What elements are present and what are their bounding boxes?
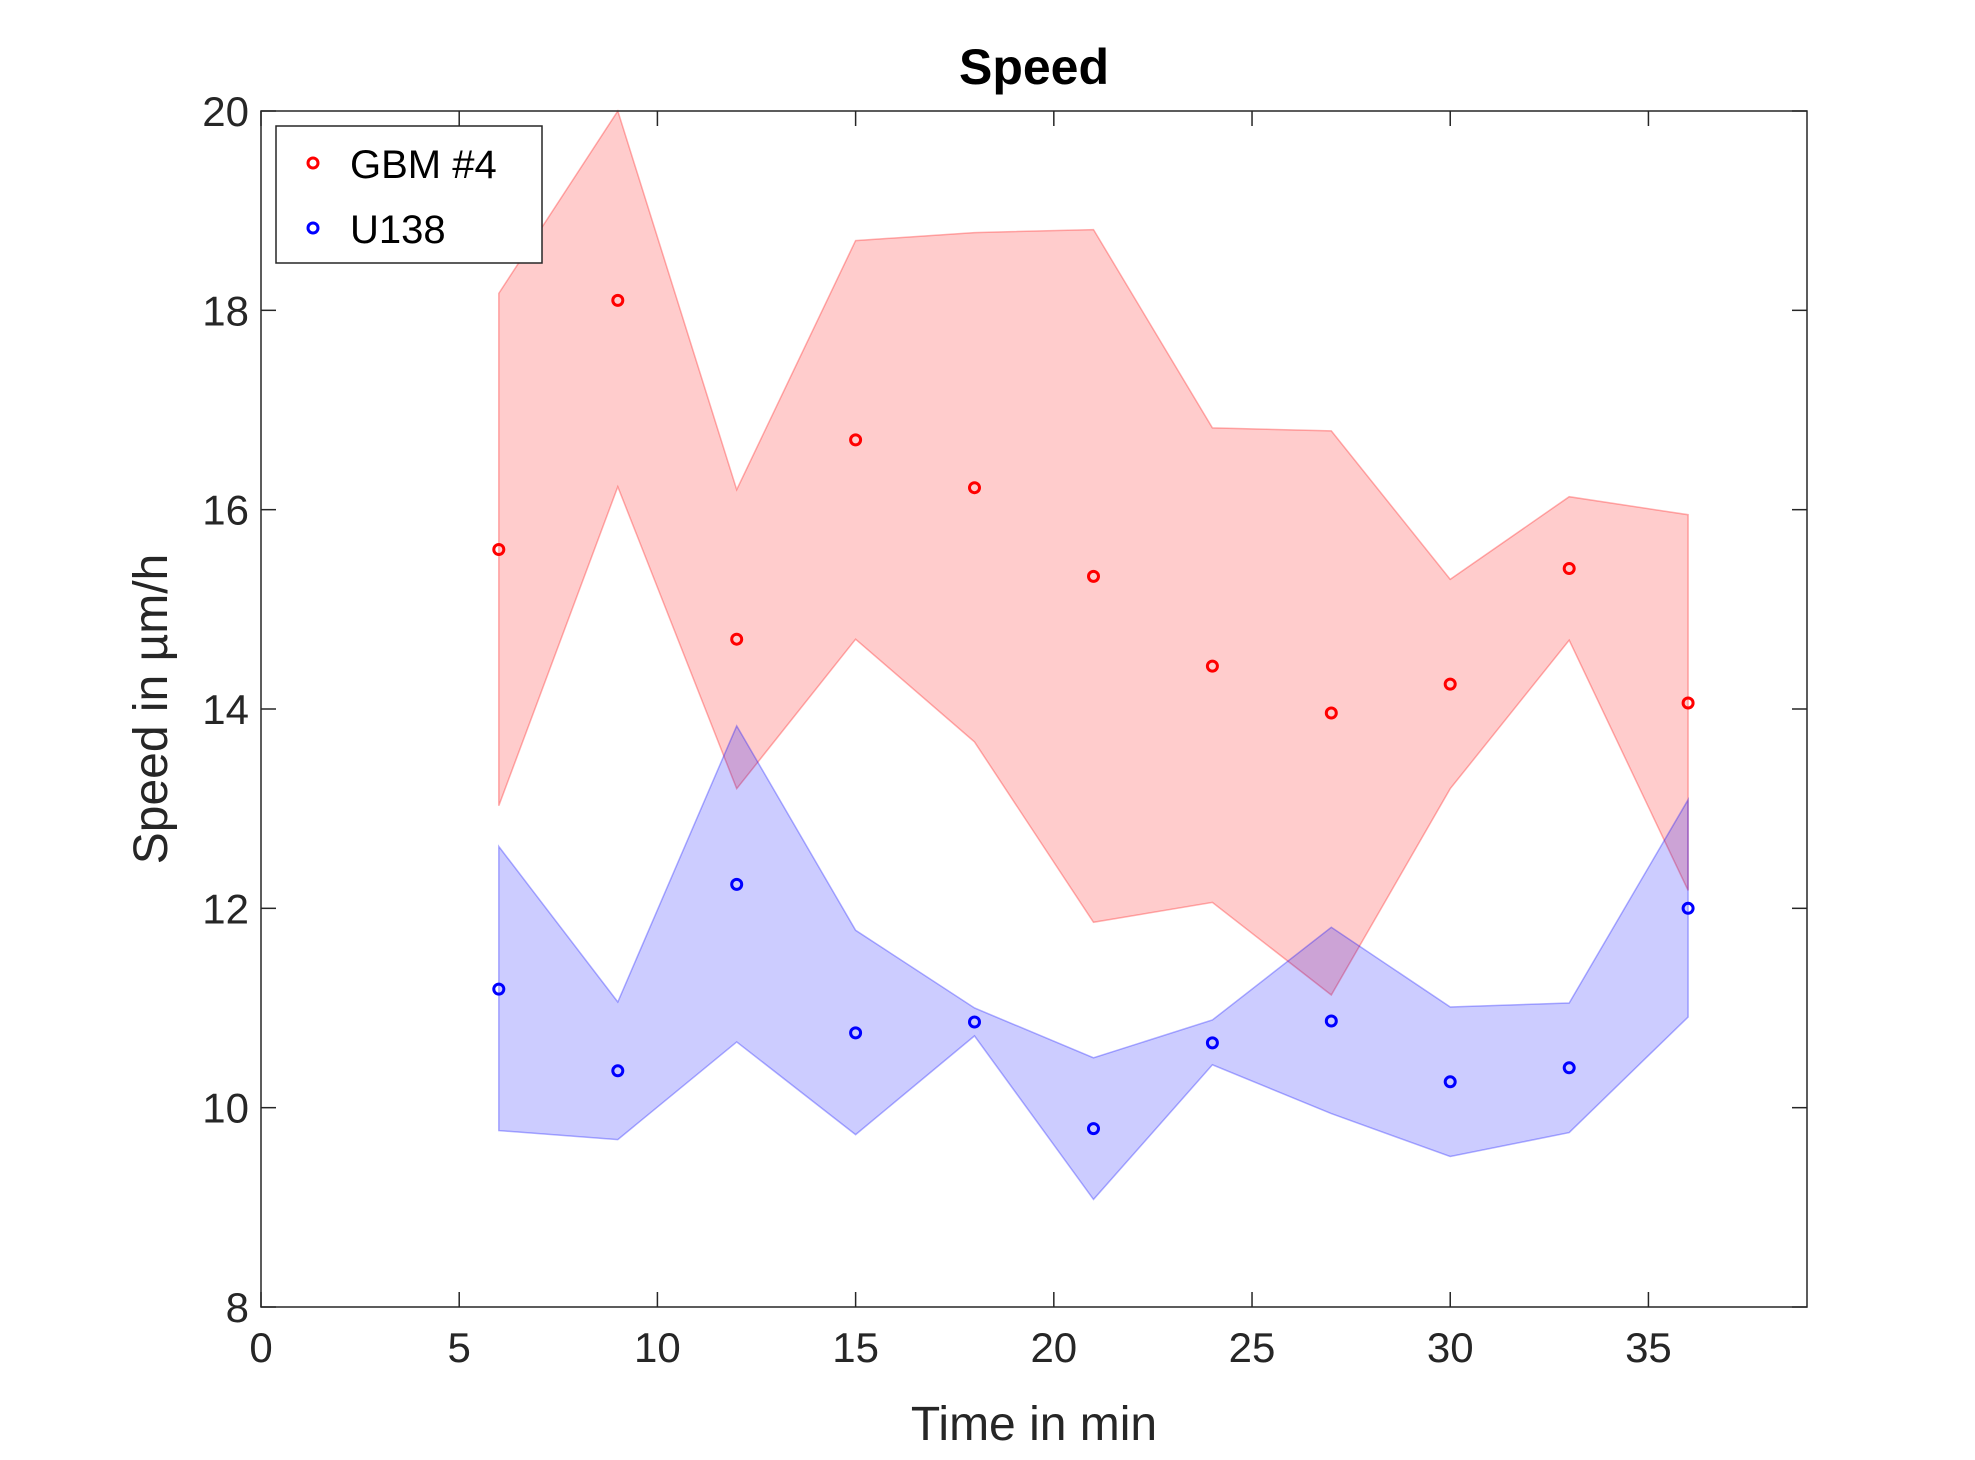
band-gbm4 [498, 109, 1689, 997]
x-tick-label: 20 [1030, 1324, 1077, 1371]
point-gbm4 [1205, 659, 1219, 673]
band-u138 [498, 724, 1689, 1201]
legend-label-gbm4: GBM #4 [350, 143, 497, 187]
x-tick-label: 30 [1427, 1324, 1474, 1371]
y-axis-label: Speed in µm/h [125, 554, 178, 865]
point-u138 [1087, 1122, 1100, 1136]
y-tick-label: 12 [202, 885, 249, 932]
axis-ticks: 0 5 10 15 20 25 30 35 8 10 12 14 16 18 20 [202, 88, 1807, 1371]
point-u138 [968, 1015, 981, 1029]
x-tick-label: 0 [249, 1324, 272, 1371]
plot-area-background [261, 111, 1807, 1307]
legend-marker-u138 [306, 221, 320, 235]
y-tick-label: 14 [202, 686, 249, 733]
point-gbm4 [1443, 677, 1457, 691]
confidence-bands [498, 109, 1689, 1201]
x-tick-label: 15 [832, 1324, 879, 1371]
point-u138 [1324, 1014, 1338, 1028]
point-gbm4 [849, 433, 863, 447]
point-gbm4 [1087, 569, 1100, 583]
x-tick-label: 35 [1625, 1324, 1672, 1371]
point-u138 [730, 877, 744, 891]
y-tick-label: 16 [202, 487, 249, 534]
y-tick-label: 8 [226, 1284, 249, 1331]
point-gbm4 [968, 481, 981, 495]
point-u138 [1443, 1075, 1457, 1089]
y-tick-label: 10 [202, 1085, 249, 1132]
data-points [492, 293, 1695, 1136]
chart-title: Speed [959, 39, 1109, 95]
point-gbm4 [611, 293, 625, 307]
point-u138 [492, 982, 506, 996]
point-u138 [1205, 1036, 1219, 1050]
point-gbm4 [1562, 562, 1576, 575]
point-gbm4 [1324, 706, 1338, 720]
x-tick-label: 5 [448, 1324, 471, 1371]
y-tick-label: 18 [202, 287, 249, 334]
point-gbm4 [730, 632, 744, 646]
x-tick-label: 25 [1229, 1324, 1276, 1371]
legend-box [275, 125, 543, 264]
legend-label-u138: U138 [350, 208, 446, 252]
x-axis-label: Time in min [911, 1398, 1157, 1451]
point-u138 [611, 1064, 625, 1078]
point-u138 [1681, 901, 1695, 915]
point-u138 [1562, 1061, 1576, 1075]
y-tick-label: 20 [202, 88, 249, 135]
point-gbm4 [492, 543, 506, 556]
point-u138 [849, 1026, 863, 1040]
point-gbm4 [1681, 696, 1695, 710]
legend: GBM #4 U138 [275, 125, 543, 264]
legend-marker-gbm4 [306, 156, 320, 170]
x-tick-label: 10 [634, 1324, 681, 1371]
